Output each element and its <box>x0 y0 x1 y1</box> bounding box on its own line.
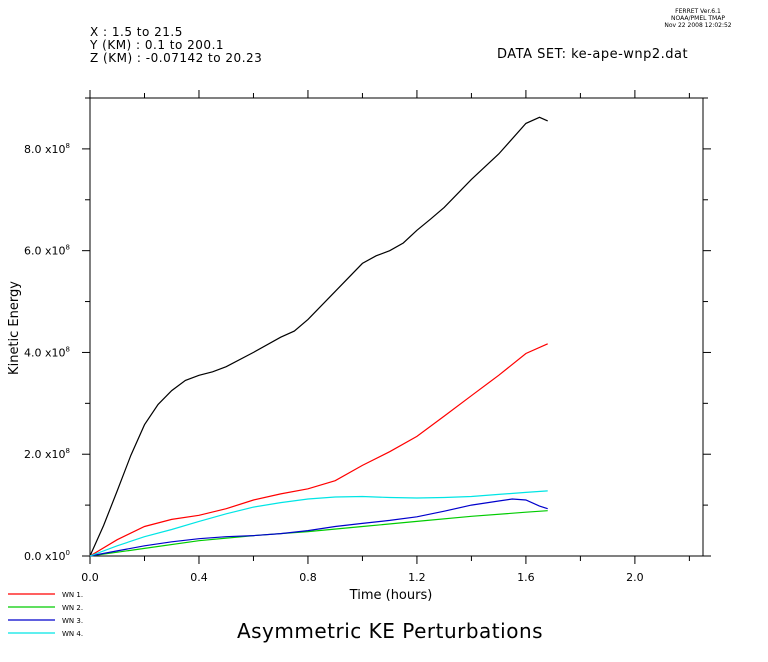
legend-label: WN 4. <box>62 630 83 638</box>
stamp-line-1: FERRET Ver.6.1 <box>675 8 721 15</box>
series-line-0 <box>89 116 548 557</box>
x-tick-label: 2.0 <box>626 571 644 584</box>
y-tick-label: 0.0 x100 <box>24 549 70 563</box>
y-tick-label: 6.0 x108 <box>24 244 70 258</box>
plot-axes: 0.0 0.4 0.8 1.2 1.6 2.0 0.0 x100 2.0 x108 4.0 x1… <box>24 90 711 584</box>
y-tick-label: 2.0 x108 <box>24 447 70 461</box>
y-axis-label: Kinetic Energy <box>7 281 22 375</box>
ferret-stamp: FERRET Ver.6.1 NOAA/PMEL TMAP Nov 22 200… <box>650 8 746 29</box>
dataset-label: DATA SET: ke-ape-wnp2.dat <box>497 47 689 62</box>
plot-frame <box>89 97 704 557</box>
series-lines <box>89 116 548 557</box>
series-line-3 <box>89 498 548 557</box>
chart-title: Asymmetric KE Perturbations <box>237 619 543 643</box>
legend-label: WN 1. <box>62 591 83 599</box>
legend-label: WN 3. <box>62 617 83 625</box>
x-tick-label: 1.2 <box>408 571 426 584</box>
y-tick-label: 8.0 x108 <box>24 142 70 156</box>
z-range-label: Z (KM) : -0.07142 to 20.23 <box>90 51 263 65</box>
stamp-line-2: NOAA/PMEL TMAP <box>671 15 725 22</box>
y-tick-label: 4.0 x108 <box>24 345 70 359</box>
stamp-line-3: Nov 22 2008 12:02:52 <box>664 22 732 29</box>
x-range-label: X : 1.5 to 21.5 <box>90 25 183 39</box>
x-tick-label: 0.0 <box>81 571 99 584</box>
y-range-label: Y (KM) : 0.1 to 200.1 <box>90 38 225 52</box>
x-tick-label: 1.6 <box>517 571 535 584</box>
legend: WN 1. WN 2. WN 3. WN 4. <box>8 591 83 638</box>
x-axis-label: Time (hours) <box>349 588 433 603</box>
legend-label: WN 2. <box>62 604 83 612</box>
series-line-1 <box>89 343 548 557</box>
x-tick-label: 0.8 <box>299 571 317 584</box>
x-tick-label: 0.4 <box>190 571 208 584</box>
series-line-4 <box>89 490 548 557</box>
series-line-2 <box>89 510 548 557</box>
